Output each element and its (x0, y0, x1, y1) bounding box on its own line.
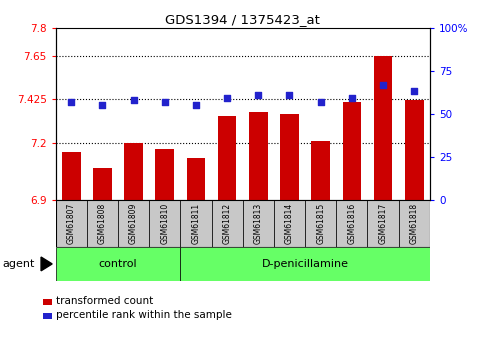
Point (129, 97, 137, 103)
Point (192, 102, 200, 108)
Bar (312, 141, 330, 200)
Text: GSM61816: GSM61816 (347, 203, 356, 244)
Bar (149, 200, 180, 247)
Bar (280, 114, 299, 200)
Bar (274, 200, 305, 247)
Bar (186, 158, 205, 200)
Bar (368, 200, 398, 247)
Bar (218, 116, 237, 200)
Bar (398, 200, 430, 247)
Point (67, 99, 75, 105)
Text: transformed count: transformed count (56, 296, 153, 306)
Text: GSM61809: GSM61809 (129, 203, 138, 244)
Text: GSM61818: GSM61818 (410, 203, 419, 244)
Point (99, 102, 106, 108)
Point (411, 89, 418, 94)
Bar (405, 100, 424, 200)
Text: GSM61808: GSM61808 (98, 203, 107, 244)
Bar (156, 149, 174, 200)
Text: GSM61810: GSM61810 (160, 203, 169, 244)
Bar (87, 200, 118, 247)
Text: GSM61815: GSM61815 (316, 203, 325, 244)
Text: GSM61812: GSM61812 (223, 203, 232, 244)
Text: control: control (99, 259, 137, 269)
Bar (56, 200, 87, 247)
Bar (249, 112, 268, 200)
Text: GSM61817: GSM61817 (379, 203, 387, 244)
Bar (124, 142, 143, 200)
Text: GSM61811: GSM61811 (191, 203, 200, 244)
Bar (242, 200, 274, 247)
Point (317, 99, 325, 105)
Bar (374, 56, 392, 200)
Text: GSM61814: GSM61814 (285, 203, 294, 244)
Bar (180, 200, 212, 247)
Bar (342, 102, 361, 200)
Point (161, 99, 169, 105)
Point (379, 82, 387, 87)
Text: GSM61807: GSM61807 (67, 203, 76, 244)
Bar (118, 200, 149, 247)
Point (348, 96, 356, 101)
Bar (336, 200, 368, 247)
Point (255, 92, 262, 98)
Text: D-penicillamine: D-penicillamine (262, 259, 349, 269)
Point (285, 92, 293, 98)
Bar (212, 200, 242, 247)
Text: percentile rank within the sample: percentile rank within the sample (56, 310, 231, 320)
Point (223, 96, 231, 101)
Bar (305, 200, 336, 247)
Text: GSM61813: GSM61813 (254, 203, 263, 244)
Title: GDS1394 / 1375423_at: GDS1394 / 1375423_at (165, 13, 320, 27)
Bar (56, 247, 180, 281)
Bar (180, 247, 430, 281)
Text: agent: agent (2, 259, 35, 269)
Bar (93, 168, 112, 200)
Bar (62, 152, 81, 200)
